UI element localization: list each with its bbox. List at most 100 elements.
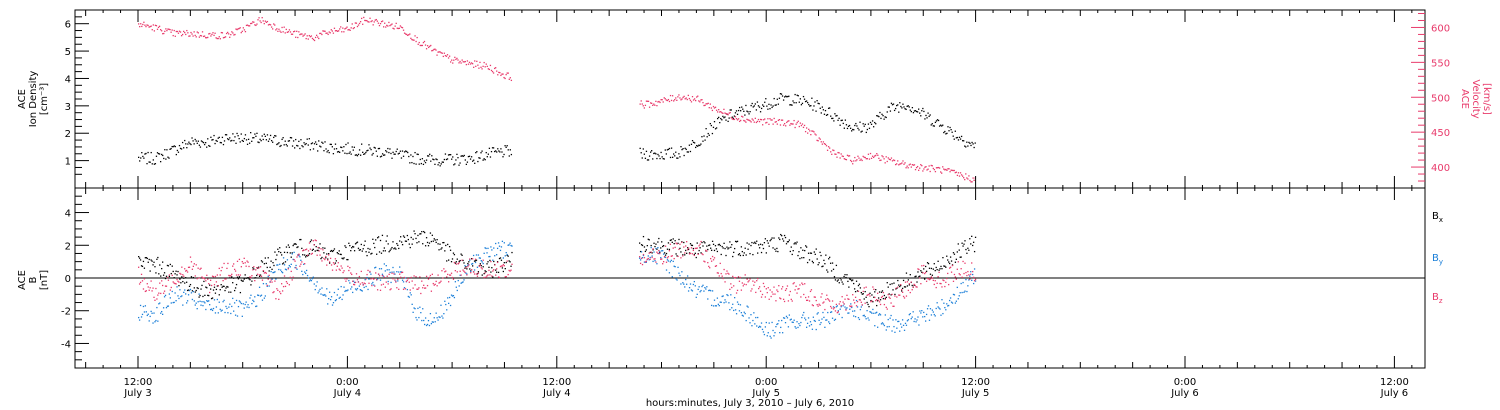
data-point xyxy=(712,126,715,129)
data-point xyxy=(713,257,716,259)
data-point xyxy=(185,143,187,145)
data-point xyxy=(834,310,837,312)
data-point xyxy=(789,124,791,126)
data-point xyxy=(957,172,960,174)
data-point xyxy=(893,305,895,307)
data-point xyxy=(825,298,827,301)
data-point xyxy=(322,30,324,32)
data-point xyxy=(402,281,405,283)
data-point xyxy=(342,271,344,274)
data-point xyxy=(315,239,317,242)
data-point xyxy=(943,265,945,267)
data-point xyxy=(308,138,310,140)
data-point xyxy=(229,137,231,139)
data-point xyxy=(897,286,899,288)
data-point xyxy=(334,258,337,260)
data-point xyxy=(671,95,674,97)
data-point xyxy=(853,299,855,301)
data-point xyxy=(481,274,483,276)
data-point xyxy=(302,273,304,276)
data-point xyxy=(691,139,694,142)
data-point xyxy=(229,277,231,279)
data-point xyxy=(341,146,343,149)
data-point xyxy=(840,119,842,122)
data-point xyxy=(844,298,846,300)
data-point xyxy=(355,289,358,291)
data-point xyxy=(382,154,385,156)
data-point xyxy=(743,119,745,122)
data-point xyxy=(397,153,399,155)
data-point xyxy=(284,261,287,263)
data-point xyxy=(703,260,705,262)
data-point xyxy=(801,123,804,125)
data-point xyxy=(254,277,256,279)
data-point xyxy=(368,282,370,284)
data-point xyxy=(471,258,474,260)
data-point xyxy=(205,308,207,311)
data-point xyxy=(269,134,272,137)
data-point xyxy=(938,269,940,271)
data-point xyxy=(351,23,353,25)
data-point xyxy=(318,140,320,142)
data-point xyxy=(306,138,308,140)
data-point xyxy=(733,309,735,312)
data-point xyxy=(451,59,453,61)
data-point xyxy=(801,102,804,105)
data-point xyxy=(705,103,707,105)
data-point xyxy=(644,250,647,253)
data-point xyxy=(685,97,687,99)
data-point xyxy=(734,240,737,243)
data-point xyxy=(917,271,919,273)
data-point xyxy=(862,293,864,295)
data-point xyxy=(867,303,869,306)
data-point xyxy=(708,265,710,268)
data-point xyxy=(972,177,974,179)
data-point xyxy=(198,144,201,146)
data-point xyxy=(767,118,769,120)
data-point xyxy=(864,315,866,318)
data-point xyxy=(423,40,426,43)
data-point xyxy=(253,21,255,23)
data-point xyxy=(483,272,485,275)
data-point xyxy=(334,262,337,264)
data-point xyxy=(952,252,955,254)
data-point xyxy=(179,147,182,150)
data-point xyxy=(500,148,502,150)
data-point xyxy=(969,238,971,240)
data-point xyxy=(377,147,380,150)
velocity-tick-label: 400 xyxy=(1431,163,1450,174)
data-point xyxy=(929,114,931,116)
data-point xyxy=(140,265,143,267)
data-point xyxy=(499,249,502,252)
data-point xyxy=(225,134,228,136)
data-point xyxy=(161,261,164,263)
data-point xyxy=(825,114,828,116)
data-point xyxy=(875,154,877,157)
data-point xyxy=(250,284,252,286)
data-point xyxy=(847,155,850,157)
data-point xyxy=(498,276,501,279)
data-point xyxy=(973,179,975,181)
data-point xyxy=(166,264,169,267)
data-point xyxy=(304,33,306,35)
data-point xyxy=(393,153,395,155)
data-point xyxy=(952,280,955,282)
data-point xyxy=(667,98,670,101)
data-point xyxy=(665,252,668,255)
data-point xyxy=(203,301,205,303)
data-point xyxy=(431,234,433,236)
data-point xyxy=(345,280,347,282)
data-point xyxy=(350,250,352,252)
velocity-axis-label-1: ACE xyxy=(1459,89,1470,109)
data-point xyxy=(437,319,439,321)
data-point xyxy=(317,246,319,249)
data-point xyxy=(338,297,340,299)
data-point xyxy=(855,305,858,307)
data-point xyxy=(651,150,653,152)
data-point xyxy=(274,135,276,137)
data-point xyxy=(770,119,772,121)
data-point xyxy=(216,274,218,276)
data-point xyxy=(234,33,236,36)
data-point xyxy=(383,276,385,278)
